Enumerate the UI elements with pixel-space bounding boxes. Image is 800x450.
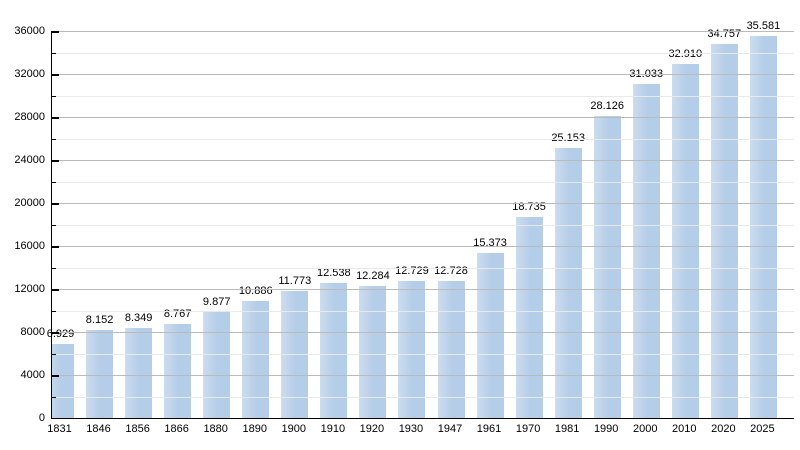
x-axis-label-2000: 2000 — [633, 423, 658, 435]
y-tick-major — [52, 74, 59, 76]
x-axis-label-2010: 2010 — [672, 423, 697, 435]
y-tick-minor — [52, 181, 56, 183]
plot-area: 6.929 8.152 8.349 8.767 9.877 10.886 11.773 12.… — [47, 20, 794, 419]
x-axis-label-1890: 1890 — [242, 423, 267, 435]
y-tick-minor — [52, 138, 56, 140]
bar-2000 — [632, 84, 660, 418]
x-axis-labels: 1831 1846 1856 1866 1880 1890 1900 1910 1920 1930… — [47, 423, 793, 443]
y-tick-major — [52, 375, 59, 377]
x-axis-label-1981: 1981 — [554, 423, 580, 435]
y-axis-label: 32000 — [14, 67, 45, 80]
x-axis-label-2020: 2020 — [711, 423, 736, 435]
gridline-major — [52, 375, 794, 376]
bar-2010 — [671, 64, 699, 418]
y-tick-major — [52, 289, 59, 291]
y-tick-major — [52, 332, 59, 334]
x-axis-label-1846: 1846 — [86, 423, 111, 435]
y-tick-minor — [52, 396, 56, 398]
gridline-major — [52, 332, 794, 333]
x-axis-label-1920: 1920 — [359, 423, 385, 435]
y-tick-minor — [52, 353, 56, 355]
x-axis-label-1866: 1866 — [164, 423, 189, 435]
bar-1866 — [164, 323, 192, 418]
gridline-major — [52, 117, 794, 118]
y-tick-minor — [52, 52, 56, 54]
y-tick-minor — [52, 224, 56, 226]
bar-1831 — [52, 343, 74, 418]
y-tick-minor — [52, 310, 56, 312]
x-axis-label-1910: 1910 — [320, 423, 346, 435]
gridline-minor — [52, 138, 794, 140]
gridline-minor — [52, 224, 794, 226]
y-axis-label: 8000 — [20, 325, 45, 338]
gridline-major — [52, 289, 794, 290]
y-axis-label: 36000 — [14, 24, 45, 37]
bar-1990 — [593, 115, 621, 418]
gridline-minor — [52, 181, 794, 183]
bar-1910 — [320, 283, 348, 418]
y-axis-label: 28000 — [14, 110, 45, 123]
bar-1846 — [86, 330, 114, 418]
bar-2025 — [749, 35, 777, 418]
bar-2020 — [710, 44, 738, 418]
y-tick-major — [52, 117, 59, 119]
y-axis-label: 12000 — [14, 282, 45, 295]
x-axis-label-1856: 1856 — [125, 423, 150, 435]
gridline-minor — [52, 95, 794, 97]
bars-layer — [52, 31, 794, 418]
y-axis-label: 0 — [38, 411, 45, 424]
gridline-major — [52, 246, 794, 247]
x-axis-label-1900: 1900 — [281, 423, 307, 435]
gridline-major — [52, 74, 794, 75]
y-tick-major — [52, 31, 59, 33]
bar-1920 — [359, 285, 387, 418]
y-tick-minor — [52, 267, 56, 269]
y-tick-major — [52, 246, 59, 248]
x-axis-label-1880: 1880 — [203, 423, 228, 435]
y-tick-major — [52, 160, 59, 162]
bar-1970 — [515, 216, 543, 418]
value-label-2025: 35.581 — [746, 19, 781, 32]
y-tick-major — [52, 203, 59, 205]
y-axis-labels: 0 4000 8000 12000 16000 20000 24000 28000 32000 3… — [0, 25, 45, 424]
bar-1880 — [203, 311, 231, 418]
x-axis-label-1961: 1961 — [476, 423, 502, 435]
bar-1930 — [398, 281, 426, 418]
gridline-minor — [52, 310, 794, 312]
gridline-major — [52, 203, 794, 204]
y-axis-label: 24000 — [14, 153, 45, 166]
x-axis-label-1970: 1970 — [515, 423, 541, 435]
x-axis-label-1947: 1947 — [437, 423, 463, 435]
y-axis-label: 16000 — [14, 239, 45, 252]
bar-1890 — [242, 300, 270, 418]
x-axis-label-1831: 1831 — [47, 423, 72, 435]
x-axis-label-2025: 2025 — [750, 423, 775, 435]
gridline-minor — [52, 396, 794, 398]
bar-1856 — [125, 328, 153, 418]
bar-1961 — [476, 252, 504, 418]
bar-1947 — [437, 281, 465, 418]
gridline-minor — [52, 353, 794, 355]
x-axis-label-1930: 1930 — [398, 423, 424, 435]
y-axis-label: 20000 — [14, 196, 45, 209]
gridline-major — [52, 160, 794, 161]
gridline-major — [52, 31, 794, 32]
y-axis-label: 4000 — [20, 368, 45, 381]
x-axis-label-1990: 1990 — [593, 423, 619, 435]
bar-1981 — [554, 147, 582, 418]
gridline-minor — [52, 52, 794, 54]
y-tick-minor — [52, 95, 56, 97]
gridline-minor — [52, 267, 794, 269]
